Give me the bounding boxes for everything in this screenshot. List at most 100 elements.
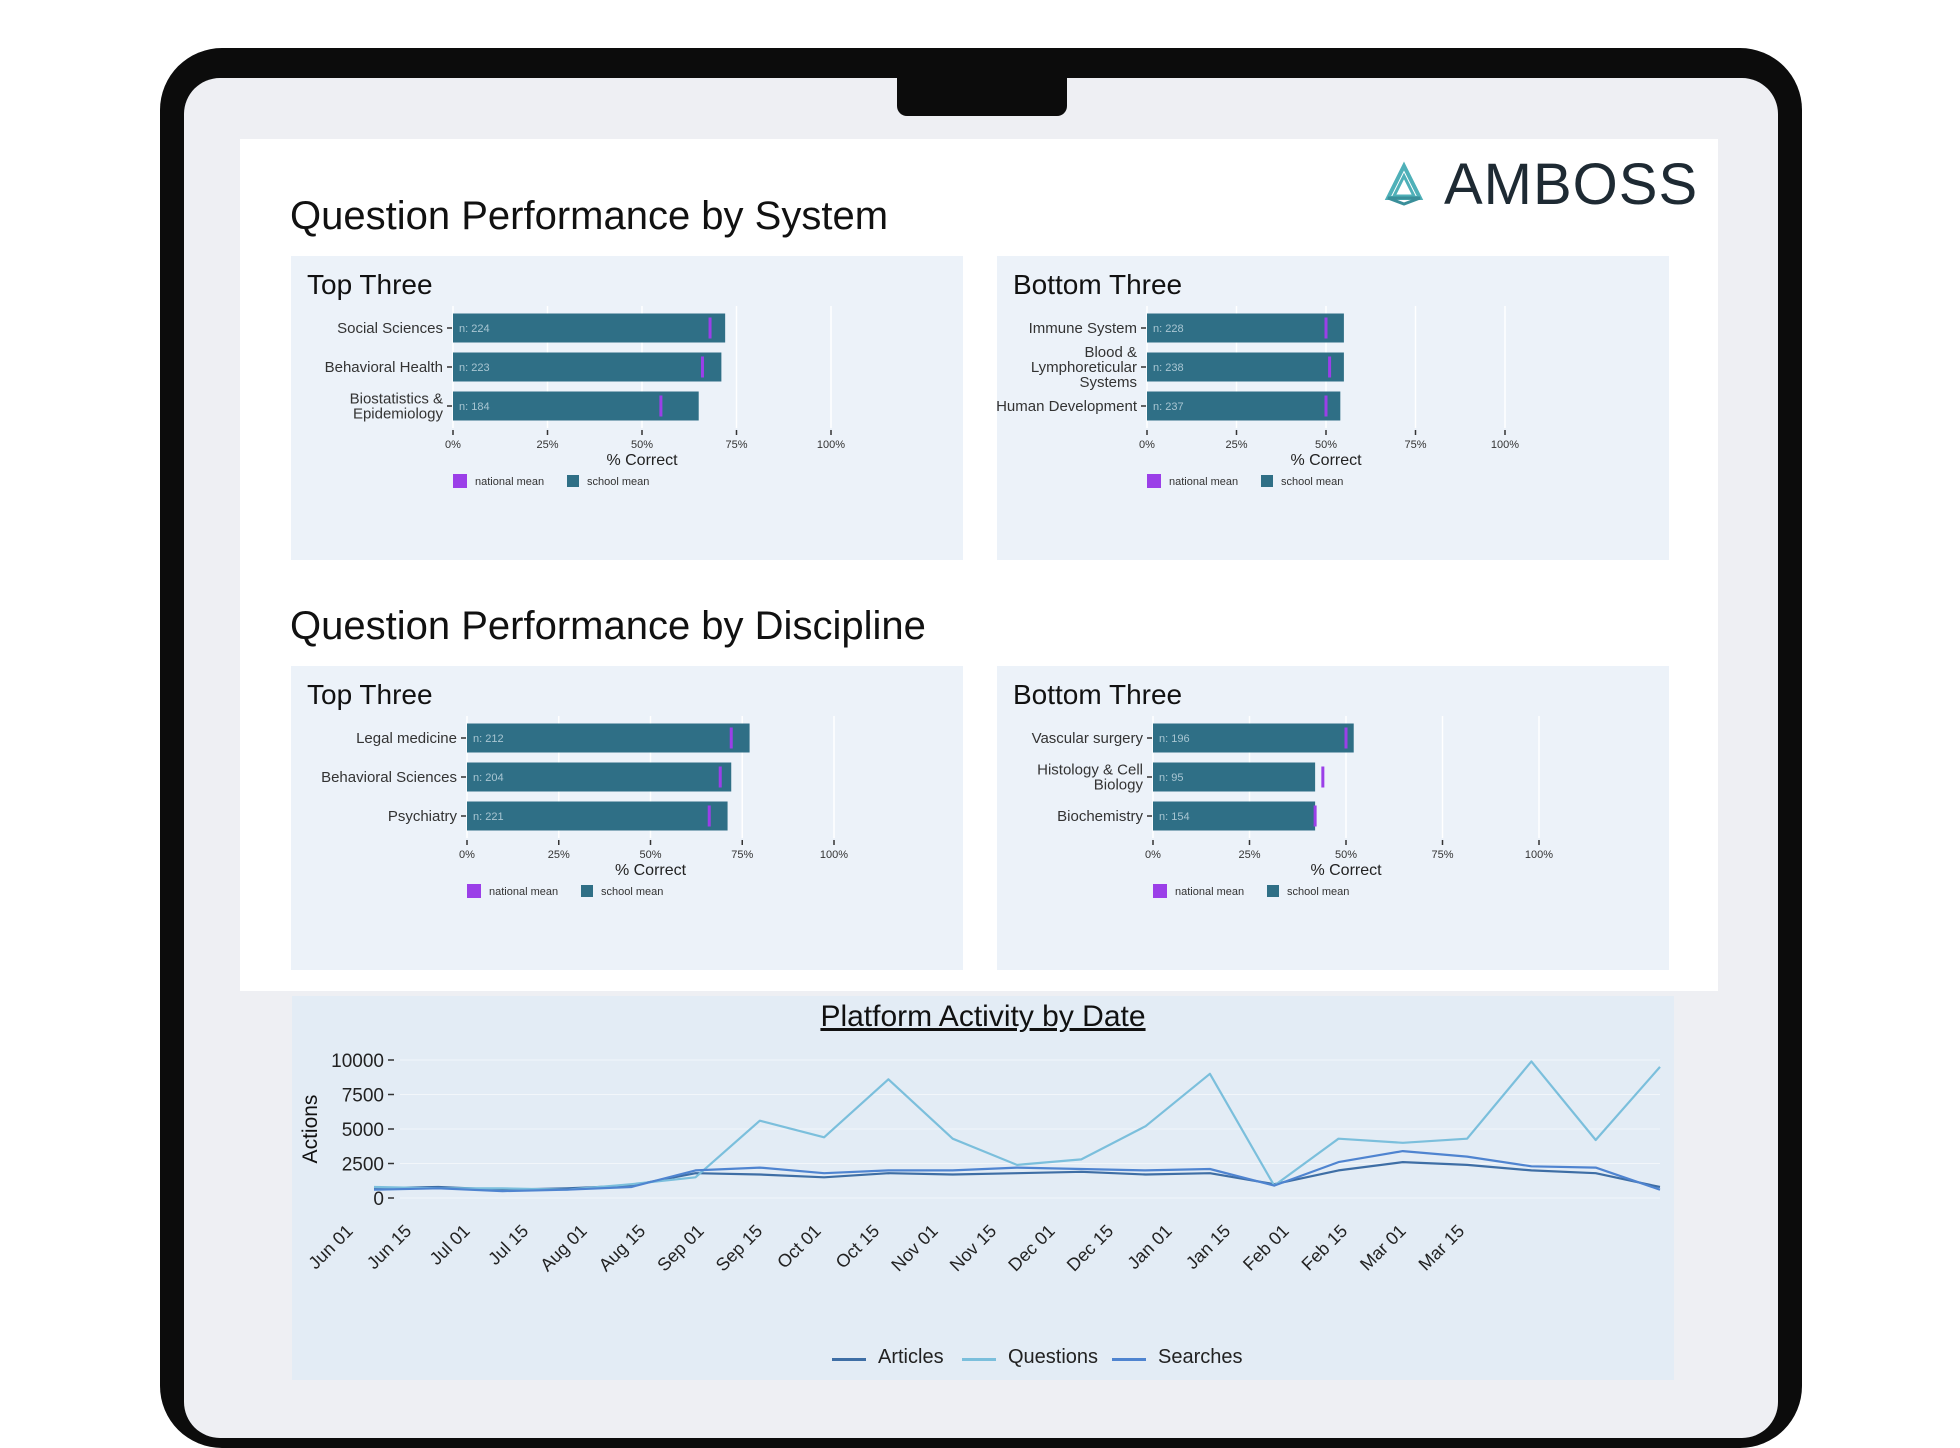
x-tick-label: 0%	[1145, 849, 1161, 861]
bar-count-label: n: 154	[1159, 811, 1190, 823]
school-mean-bar	[453, 352, 722, 382]
x-tick-label: Mar 15	[1415, 1221, 1469, 1275]
x-tick-label: 75%	[1431, 849, 1453, 861]
national-mean-marker	[729, 727, 733, 749]
national-mean-marker	[1321, 766, 1325, 788]
x-axis-title: % Correct	[1310, 862, 1382, 879]
category-label: Lymphoreticular	[1031, 359, 1137, 376]
series-line-searches	[373, 1150, 1661, 1193]
y-axis-title: Actions	[299, 1095, 322, 1164]
x-tick-label: 25%	[548, 849, 570, 861]
school-mean-bar	[467, 762, 732, 792]
school-mean-bar	[1147, 391, 1341, 421]
x-axis-title: % Correct	[606, 452, 678, 469]
x-tick-label: Dec 15	[1063, 1221, 1117, 1275]
category-label: Behavioral Sciences	[321, 769, 457, 786]
bar-count-label: n: 95	[1159, 772, 1183, 784]
activity-title: Platform Activity by Date	[820, 1000, 1146, 1033]
bar-count-label: n: 223	[459, 362, 490, 374]
x-tick-label: 75%	[1404, 439, 1426, 451]
category-label: Human Development	[997, 398, 1138, 415]
x-tick-label: Mar 01	[1356, 1221, 1410, 1275]
national-mean-marker	[659, 395, 663, 417]
school-mean-bar	[453, 391, 699, 421]
category-label: Epidemiology	[353, 406, 444, 423]
bar-count-label: n: 184	[459, 401, 490, 413]
legend-label-national: national mean	[489, 886, 558, 898]
x-tick-label: 0%	[459, 849, 475, 861]
panel-title: Top Three	[307, 679, 433, 710]
panel-system-bottom-three: Bottom Three n: 228 Immune System n: 238 Bl…	[997, 256, 1669, 560]
x-tick-label: Feb 01	[1239, 1221, 1293, 1275]
school-mean-bar	[453, 313, 726, 343]
bar-chart-svg: n: 212 Legal medicine n: 204 Behavioral Sci…	[321, 716, 848, 898]
x-tick-label: Jul 01	[426, 1221, 474, 1269]
category-label: Blood &	[1084, 344, 1137, 361]
section-title-system: Question Performance by System	[290, 194, 889, 238]
platform-activity-chart: Platform Activity by Date 10000 7500 5000 2…	[292, 996, 1674, 1380]
national-mean-marker	[1313, 805, 1317, 827]
x-tick-label: Nov 01	[887, 1221, 941, 1275]
legend-label-school: school mean	[1281, 476, 1343, 488]
bar-chart-svg: n: 228 Immune System n: 238 Blood &Lymphore…	[997, 306, 1519, 488]
x-tick-label: 100%	[1491, 439, 1519, 451]
x-axis-title: % Correct	[1290, 452, 1362, 469]
bar-chart-svg: n: 224 Social Sciences n: 223 Behavioral He…	[325, 306, 845, 488]
x-tick-label: Jun 15	[363, 1221, 415, 1273]
national-mean-marker	[700, 356, 704, 378]
legend-swatch-school	[1267, 885, 1279, 897]
national-mean-marker	[1324, 317, 1328, 339]
school-mean-bar	[1147, 352, 1344, 382]
x-tick-label: Feb 15	[1298, 1221, 1352, 1275]
x-tick-label: 25%	[1238, 849, 1260, 861]
school-mean-bar	[1153, 723, 1354, 753]
series-line-questions	[373, 1060, 1661, 1191]
legend-label-searches: Searches	[1158, 1346, 1243, 1368]
national-mean-marker	[1344, 727, 1348, 749]
category-label: Systems	[1079, 374, 1137, 391]
x-tick-label: Jun 01	[304, 1221, 356, 1273]
legend-line-questions	[962, 1358, 996, 1361]
legend-line-searches	[1112, 1358, 1146, 1361]
legend-swatch-national	[467, 884, 481, 898]
category-label: Legal medicine	[356, 730, 457, 747]
category-label: Social Sciences	[337, 320, 443, 337]
y-tick-label: 10000	[331, 1051, 384, 1072]
category-label: Biochemistry	[1057, 808, 1143, 825]
bar-chart-svg: n: 196 Vascular surgery n: 95 Histology & C…	[1032, 716, 1553, 898]
legend-swatch-national	[453, 474, 467, 488]
category-label: Histology & Cell	[1037, 762, 1143, 779]
legend-line-articles	[832, 1358, 866, 1361]
x-tick-label: 100%	[817, 439, 845, 451]
legend-swatch-school	[567, 475, 579, 487]
x-tick-label: Oct 01	[773, 1221, 825, 1273]
bar-count-label: n: 204	[473, 772, 504, 784]
category-label: Biostatistics &	[350, 391, 443, 408]
x-tick-label: 25%	[1225, 439, 1247, 451]
bar-count-label: n: 237	[1153, 401, 1184, 413]
y-tick-label: 5000	[342, 1120, 384, 1141]
legend-label-national: national mean	[1175, 886, 1244, 898]
x-tick-label: 25%	[536, 439, 558, 451]
logo-wordmark: AMBOSS	[1444, 152, 1699, 217]
school-mean-bar	[1153, 762, 1316, 792]
x-tick-label: Aug 15	[595, 1221, 649, 1275]
bar-count-label: n: 238	[1153, 362, 1184, 374]
bar-count-label: n: 228	[1153, 323, 1184, 335]
category-label: Vascular surgery	[1032, 730, 1144, 747]
x-tick-label: Jul 15	[484, 1221, 532, 1269]
national-mean-marker	[707, 805, 711, 827]
x-tick-label: Nov 15	[946, 1221, 1000, 1275]
panel-system-top-three: Top Three n: 224 Social Sciences n: 223 Beh…	[291, 256, 963, 560]
school-mean-bar	[1147, 313, 1344, 343]
national-mean-marker	[1324, 395, 1328, 417]
school-mean-bar	[467, 723, 750, 753]
camera-notch	[897, 72, 1067, 116]
x-tick-label: Sep 01	[653, 1221, 707, 1275]
x-tick-label: Jan 15	[1182, 1221, 1234, 1273]
x-tick-label: Oct 15	[832, 1221, 884, 1273]
bar-count-label: n: 196	[1159, 733, 1190, 745]
legend-label-questions: Questions	[1008, 1346, 1099, 1368]
legend-label-school: school mean	[587, 476, 649, 488]
